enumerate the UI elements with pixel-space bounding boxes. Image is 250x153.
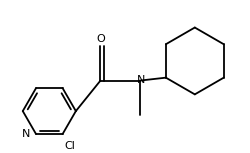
Text: N: N: [22, 129, 30, 139]
Text: N: N: [136, 75, 144, 85]
Text: O: O: [96, 34, 104, 44]
Text: Cl: Cl: [64, 141, 75, 151]
